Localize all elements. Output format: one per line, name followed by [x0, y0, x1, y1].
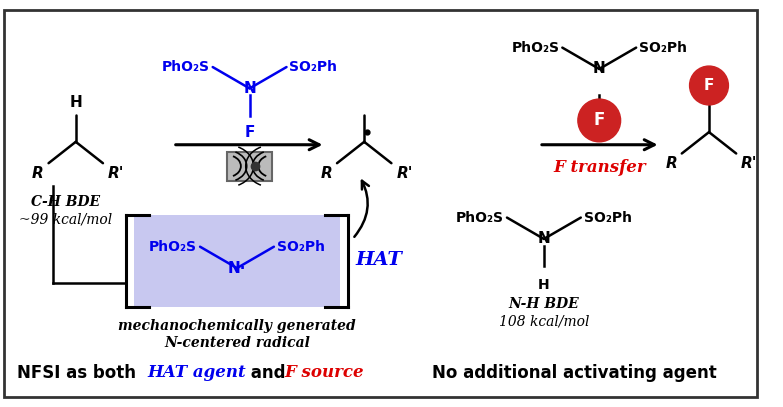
Text: H: H [70, 95, 82, 110]
Text: N: N [537, 232, 550, 247]
Text: SO₂Ph: SO₂Ph [290, 60, 337, 74]
Text: R: R [666, 156, 677, 171]
Text: C-H BDE: C-H BDE [31, 195, 100, 209]
Circle shape [690, 66, 728, 105]
Text: N: N [593, 61, 605, 77]
Text: R': R' [396, 166, 413, 181]
Text: N·: N· [228, 260, 246, 276]
Text: R': R' [108, 166, 124, 181]
Circle shape [578, 99, 621, 142]
Text: SO₂Ph: SO₂Ph [277, 240, 325, 254]
Bar [134, 214, 340, 307]
Text: H: H [538, 278, 550, 292]
Text: PhO₂S: PhO₂S [162, 60, 210, 74]
Text: PhO₂S: PhO₂S [511, 41, 559, 55]
Text: NFSI as both: NFSI as both [17, 364, 143, 382]
Text: F: F [594, 112, 605, 129]
Text: ~99 kcal/mol: ~99 kcal/mol [20, 213, 113, 227]
Text: N: N [244, 81, 256, 96]
Text: SO₂Ph: SO₂Ph [583, 210, 632, 225]
Text: F: F [244, 125, 254, 140]
FancyBboxPatch shape [227, 151, 272, 181]
Text: No additional activating agent: No additional activating agent [432, 364, 717, 382]
Text: R: R [32, 166, 44, 181]
Text: R: R [320, 166, 332, 181]
Text: F: F [704, 78, 714, 93]
Text: F source: F source [284, 365, 364, 381]
Text: SO₂Ph: SO₂Ph [639, 41, 687, 55]
Text: and: and [245, 364, 291, 382]
Text: N-H BDE: N-H BDE [508, 297, 579, 311]
Text: mechanochemically generated: mechanochemically generated [118, 319, 355, 333]
Text: PhO₂S: PhO₂S [149, 240, 197, 254]
Text: 108 kcal/mol: 108 kcal/mol [499, 315, 589, 329]
Text: F transfer: F transfer [553, 159, 645, 176]
Text: HAT: HAT [355, 251, 402, 269]
Text: R': R' [741, 156, 757, 171]
Text: HAT agent: HAT agent [148, 365, 246, 381]
Text: PhO₂S: PhO₂S [456, 210, 504, 225]
Text: N-centered radical: N-centered radical [164, 336, 310, 350]
